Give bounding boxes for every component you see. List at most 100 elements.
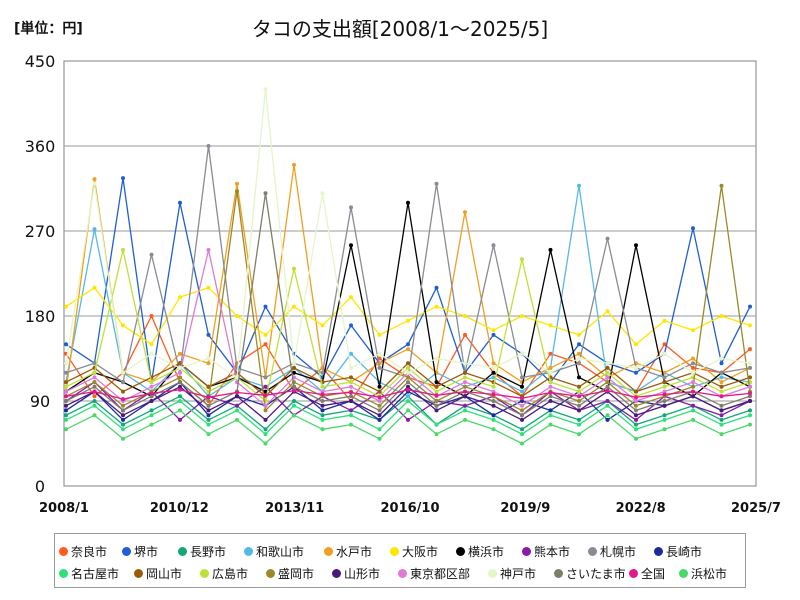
data-point: [263, 87, 268, 92]
data-point: [320, 389, 325, 394]
data-point: [149, 252, 154, 257]
data-point: [92, 399, 97, 403]
data-point: [320, 191, 325, 196]
data-point: [349, 422, 353, 427]
legend-item: 浜松市: [679, 563, 739, 583]
data-point: [662, 403, 667, 408]
data-point: [149, 408, 154, 413]
data-point: [491, 370, 496, 375]
data-point: [634, 422, 638, 427]
data-point: [719, 403, 724, 408]
data-point: [149, 422, 154, 427]
data-point: [263, 403, 268, 408]
data-point: [634, 403, 638, 408]
data-point: [491, 389, 496, 394]
data-point: [463, 394, 467, 399]
data-point: [235, 189, 239, 194]
data-point: [121, 417, 125, 422]
data-point: [605, 236, 610, 241]
data-point: [491, 427, 496, 432]
legend-label: 水戸市: [336, 544, 373, 559]
data-point: [235, 417, 239, 422]
data-point: [662, 399, 667, 403]
data-point: [434, 422, 439, 427]
data-point: [263, 384, 268, 389]
legend-item: 東京都区部: [398, 563, 488, 583]
data-point: [149, 351, 154, 356]
data-point: [491, 332, 496, 337]
data-point: [406, 318, 410, 323]
x-tick-label: 2013/11: [265, 501, 324, 516]
data-point: [149, 314, 154, 318]
x-tick-label: 2022/8: [616, 501, 666, 516]
data-point: [463, 408, 467, 413]
series-11: [64, 399, 752, 437]
x-tick-label: 2019/9: [500, 501, 550, 516]
data-point: [349, 295, 353, 300]
data-point: [206, 417, 211, 422]
data-point: [92, 394, 97, 399]
data-point: [377, 384, 382, 389]
data-point: [349, 323, 353, 328]
data-point: [748, 365, 752, 370]
data-point: [662, 342, 667, 347]
data-point: [719, 422, 724, 427]
data-point: [748, 323, 752, 328]
data-point: [349, 399, 353, 403]
legend-item: 大阪市: [390, 541, 456, 561]
data-point: [349, 413, 353, 418]
data-point: [605, 413, 610, 418]
legend-label: 盛岡市: [278, 566, 315, 581]
data-point: [64, 342, 68, 347]
data-point: [406, 380, 410, 385]
data-point: [662, 384, 667, 389]
data-point: [434, 408, 439, 413]
legend-marker: [244, 546, 253, 556]
legend-label: 横浜市: [468, 544, 505, 559]
data-point: [178, 384, 182, 389]
data-point: [491, 392, 496, 397]
data-point: [719, 356, 724, 361]
data-point: [634, 395, 638, 400]
data-point: [463, 389, 467, 394]
data-point: [691, 384, 695, 389]
data-point: [92, 370, 97, 375]
data-point: [178, 380, 182, 385]
legend-marker: [488, 568, 497, 578]
data-point: [520, 427, 524, 432]
data-point: [292, 413, 296, 418]
data-point: [434, 380, 439, 385]
data-point: [178, 370, 182, 375]
data-point: [634, 389, 638, 394]
data-point: [92, 177, 97, 182]
data-point: [206, 361, 211, 366]
legend-item: 長崎市: [654, 541, 720, 561]
data-point: [691, 380, 695, 385]
data-point: [406, 342, 410, 347]
data-point: [121, 389, 125, 394]
y-tick-label: 90: [30, 392, 50, 411]
data-point: [605, 399, 610, 403]
data-point: [719, 413, 724, 418]
legend-item: 岡山市: [134, 563, 200, 583]
data-point: [577, 342, 581, 347]
data-point: [577, 183, 581, 188]
data-point: [434, 285, 439, 290]
data-point: [320, 392, 325, 397]
legend-marker: [134, 568, 143, 578]
data-point: [634, 417, 638, 422]
data-point: [520, 396, 524, 401]
data-point: [691, 417, 695, 422]
data-point: [520, 399, 524, 403]
data-point: [748, 391, 752, 396]
data-point: [263, 389, 268, 394]
data-point: [121, 413, 125, 418]
y-tick-label: 180: [25, 307, 56, 326]
data-point: [206, 432, 211, 437]
legend-item: 熊本市: [522, 541, 588, 561]
data-point: [634, 243, 638, 248]
data-point: [92, 389, 97, 394]
data-point: [235, 314, 239, 318]
data-point: [719, 384, 724, 389]
